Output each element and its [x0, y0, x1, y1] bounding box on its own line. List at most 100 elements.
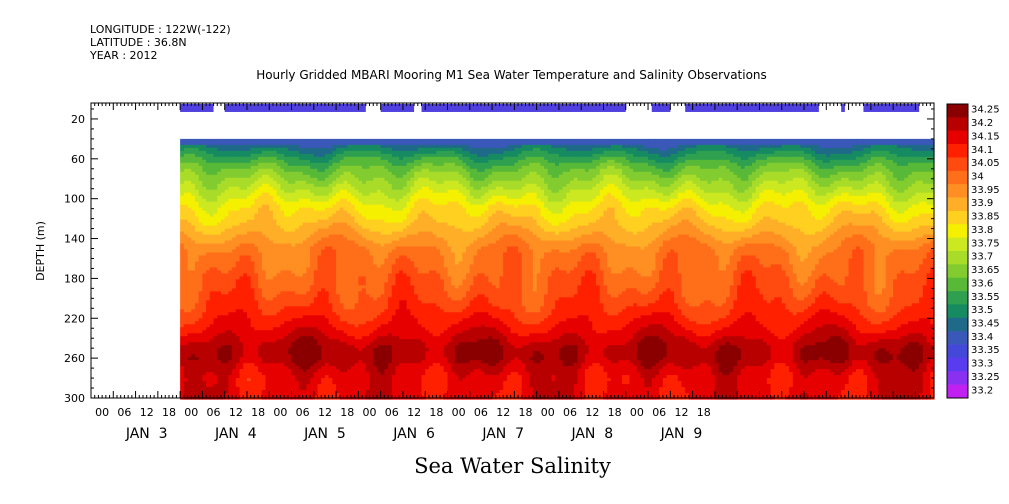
- field-cell: [258, 267, 263, 272]
- field-cell: [220, 300, 226, 304]
- field-cell: [235, 285, 241, 289]
- field-cell: [180, 186, 185, 191]
- field-cell: [209, 390, 215, 394]
- field-cell: [187, 282, 192, 286]
- field-cell: [265, 333, 270, 337]
- field-cell: [213, 300, 218, 304]
- field-cell: [235, 228, 241, 233]
- field-cell: [187, 183, 192, 188]
- field-cell: [265, 189, 270, 194]
- field-cell: [191, 183, 196, 188]
- field-cell: [261, 309, 267, 313]
- field-cell: [246, 339, 252, 343]
- field-cell: [191, 366, 196, 370]
- field-cell: [265, 240, 270, 245]
- field-cell: [202, 342, 207, 346]
- field-cell: [239, 165, 244, 170]
- field-cell: [239, 336, 244, 340]
- field-cell: [187, 207, 192, 212]
- field-cell: [280, 279, 285, 283]
- field-cell: [224, 288, 229, 292]
- field-cell: [239, 162, 244, 167]
- field-cell: [235, 384, 241, 388]
- field-cell: [246, 153, 252, 158]
- field-cell: [254, 294, 259, 298]
- field-cell: [254, 279, 259, 283]
- field-cell: [213, 339, 218, 343]
- field-cell: [280, 222, 285, 227]
- field-cell: [209, 243, 215, 248]
- field-cell: [198, 348, 204, 352]
- field-cell: [254, 309, 259, 313]
- field-cell: [213, 165, 218, 170]
- field-cell: [228, 159, 233, 164]
- field-cell: [243, 348, 248, 352]
- field-cell: [198, 264, 204, 269]
- field-cell: [246, 369, 252, 373]
- field-cell: [183, 216, 189, 221]
- field-cell: [187, 180, 192, 185]
- field-cell: [180, 150, 185, 155]
- field-cell: [206, 207, 211, 212]
- field-cell: [180, 210, 185, 215]
- field-cell: [202, 360, 207, 364]
- field-cell: [246, 351, 252, 355]
- field-cell: [213, 381, 218, 385]
- field-cell: [180, 390, 185, 394]
- field-cell: [202, 354, 207, 358]
- field-cell: [239, 237, 244, 242]
- field-cell: [198, 309, 204, 313]
- field-cell: [239, 249, 244, 254]
- field-cell: [213, 249, 218, 254]
- field-cell: [220, 264, 226, 269]
- field-cell: [254, 270, 259, 275]
- field-cell: [202, 288, 207, 292]
- field-cell: [217, 252, 222, 257]
- field-cell: [265, 282, 270, 286]
- field-cell: [217, 279, 222, 283]
- field-cell: [187, 375, 192, 379]
- field-cell: [187, 390, 192, 394]
- field-cell: [272, 165, 278, 170]
- field-cell: [191, 249, 196, 254]
- field-cell: [239, 366, 244, 370]
- field-cell: [272, 381, 278, 385]
- field-cell: [258, 393, 263, 397]
- field-cell: [191, 321, 196, 325]
- field-cell: [198, 327, 204, 331]
- field-cell: [258, 312, 263, 316]
- field-cell: [232, 294, 237, 298]
- field-cell: [202, 294, 207, 298]
- field-cell: [217, 255, 222, 260]
- field-cell: [272, 255, 278, 260]
- field-cell: [228, 204, 233, 209]
- field-cell: [220, 207, 226, 212]
- field-cell: [206, 276, 211, 280]
- field-cell: [228, 390, 233, 394]
- field-cell: [191, 168, 196, 173]
- field-cell: [258, 330, 263, 334]
- field-cell: [228, 342, 233, 346]
- field-cell: [206, 159, 211, 164]
- field-cell: [276, 246, 281, 251]
- field-cell: [228, 168, 233, 173]
- field-cell: [191, 171, 196, 176]
- field-cell: [280, 267, 285, 272]
- field-cell: [224, 381, 229, 385]
- field-cell: [243, 225, 248, 230]
- field-cell: [209, 303, 215, 307]
- field-cell: [269, 285, 274, 289]
- field-cell: [194, 240, 200, 245]
- field-cell: [258, 345, 263, 349]
- field-cell: [235, 144, 241, 149]
- field-cell: [243, 210, 248, 215]
- field-cell: [261, 366, 267, 370]
- field-cell: [246, 291, 252, 295]
- field-cell: [180, 330, 185, 334]
- field-cell: [269, 333, 274, 337]
- field-cell: [280, 282, 285, 286]
- field-cell: [187, 153, 192, 158]
- field-cell: [191, 285, 196, 289]
- field-cell: [258, 264, 263, 269]
- field-cell: [198, 225, 204, 230]
